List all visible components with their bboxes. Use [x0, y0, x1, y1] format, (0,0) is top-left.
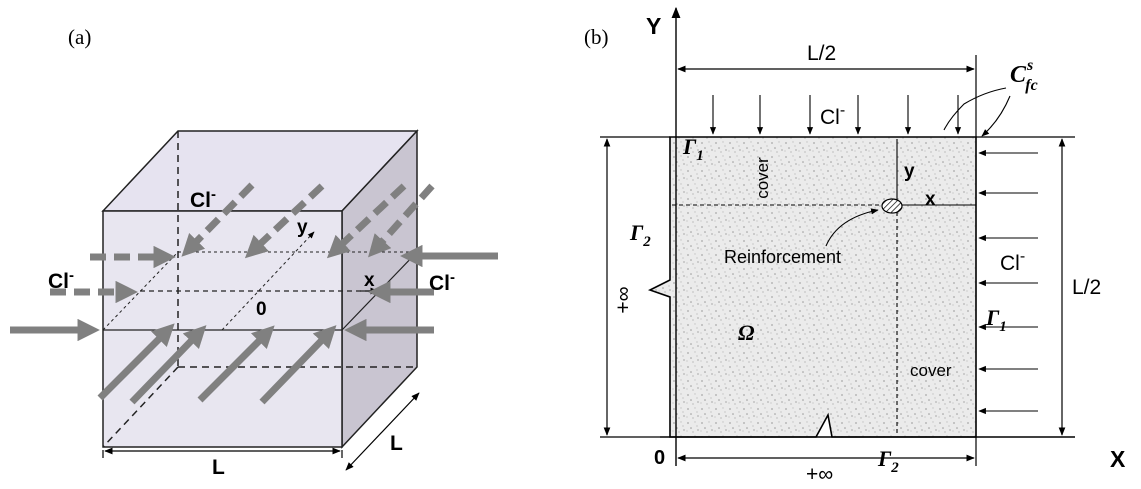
gamma2-bottom-label: Γ2	[877, 446, 899, 476]
cl-label-right-b: Cl-	[1000, 248, 1025, 275]
right-flux-arrows	[978, 149, 1038, 415]
concrete-domain	[647, 136, 977, 438]
gamma1-right-label: Γ1	[985, 305, 1007, 335]
panel-a: (a)	[10, 25, 498, 479]
gamma1-top-label: Γ1	[682, 134, 704, 164]
gamma2-left-label: Γ2	[629, 220, 651, 250]
cover-top-label: cover	[753, 157, 772, 199]
origin-label-b: 0	[654, 447, 665, 469]
reinforcement-pointer	[825, 208, 879, 247]
cl-label-top: Cl-	[190, 186, 216, 212]
dim-right-label: L/2	[1072, 276, 1101, 299]
omega-label: Ω	[738, 320, 755, 345]
cl-label-top-b: Cl-	[820, 102, 845, 129]
local-y-label: y	[904, 161, 915, 182]
axis-y-label-a: y	[297, 217, 308, 238]
axis-x-label-a: x	[364, 270, 375, 291]
dim-top-label: L/2	[807, 42, 836, 65]
axis-Y-label: Y	[646, 13, 661, 39]
panel-b-tag: (b)	[584, 25, 609, 49]
dim-bottom	[677, 437, 977, 466]
dim-left	[600, 136, 670, 438]
dim-left-label: +∞	[612, 286, 635, 313]
dim-right	[976, 136, 1075, 436]
dim-front-label: L	[212, 456, 225, 479]
dim-top	[677, 55, 977, 137]
cfc-leader-corner	[981, 95, 1011, 137]
chloride-arrows-solid	[10, 244, 498, 405]
reinforcement-bar	[881, 198, 903, 214]
cl-label-left: Cl-	[48, 267, 74, 293]
cover-right-label: cover	[910, 361, 952, 380]
dimension-lines-a	[102, 392, 420, 471]
cl-label-right: Cl-	[429, 269, 455, 295]
top-flux-arrows	[709, 95, 962, 135]
chloride-arrows-dashed	[50, 182, 435, 304]
reinforcement-label: Reinforcement	[724, 247, 841, 267]
axis-X-label: X	[1110, 446, 1126, 472]
dim-bottom-label: +∞	[806, 463, 833, 486]
panel-a-tag: (a)	[68, 25, 91, 49]
cfc-label: Cs fc	[1010, 57, 1038, 94]
cube-hidden-edges	[102, 131, 417, 448]
local-x-label: x	[925, 189, 936, 210]
panel-b: (b) Y X 0 L/2 L/2 +∞	[584, 6, 1126, 486]
cfc-leader-top	[943, 87, 1007, 131]
reinforcement-guides	[672, 139, 976, 435]
dim-side-label: L	[390, 432, 403, 455]
origin-label-a: 0	[256, 299, 267, 320]
